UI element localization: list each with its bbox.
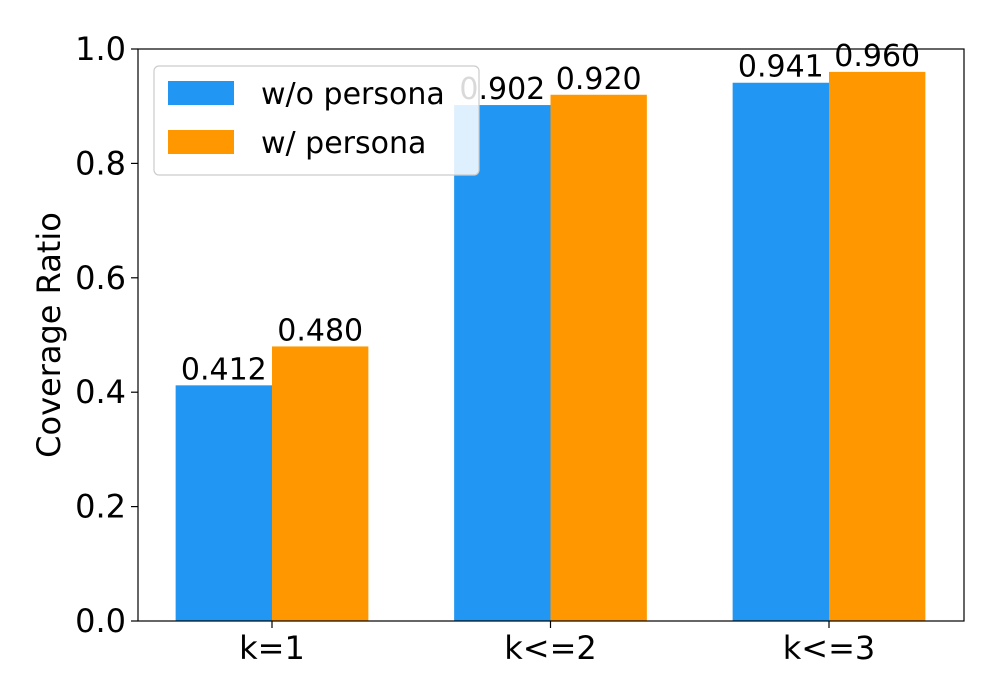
bar-without-persona	[175, 385, 272, 621]
legend-swatch	[168, 81, 234, 105]
legend: w/o persona w/ persona	[153, 65, 480, 176]
x-tick-label: k<=2	[504, 629, 597, 667]
y-tick-label: 0.6	[75, 259, 126, 297]
bar-without-persona	[454, 105, 551, 621]
bar-with-persona	[550, 94, 647, 621]
bar-without-persona	[732, 82, 829, 622]
y-tick-label: 0.2	[75, 488, 126, 526]
bars-group	[175, 71, 926, 622]
y-tick-label: 1.0	[75, 30, 126, 68]
y-axis: 0.0 0.2 0.4 0.6 0.8 1.0	[75, 30, 138, 640]
data-label: 0.412	[181, 352, 267, 387]
bar-with-persona	[829, 71, 926, 621]
y-tick-label: 0.0	[75, 602, 126, 640]
bar-with-persona	[272, 346, 369, 621]
x-axis: k=1 k<=2 k<=3	[239, 621, 875, 667]
data-label: 0.960	[834, 39, 920, 74]
y-tick-label: 0.8	[75, 144, 126, 182]
data-label: 0.480	[277, 313, 363, 348]
x-tick-label: k<=3	[783, 629, 876, 667]
legend-label: w/ persona	[261, 126, 426, 161]
data-label: 0.941	[738, 50, 824, 85]
y-axis-title: Coverage Ratio	[30, 212, 68, 458]
legend-box	[153, 65, 480, 176]
y-tick-label: 0.4	[75, 373, 126, 411]
data-label: 0.920	[556, 62, 642, 97]
legend-swatch	[168, 130, 234, 154]
legend-label: w/o persona	[261, 77, 445, 112]
x-tick-label: k=1	[239, 629, 305, 667]
